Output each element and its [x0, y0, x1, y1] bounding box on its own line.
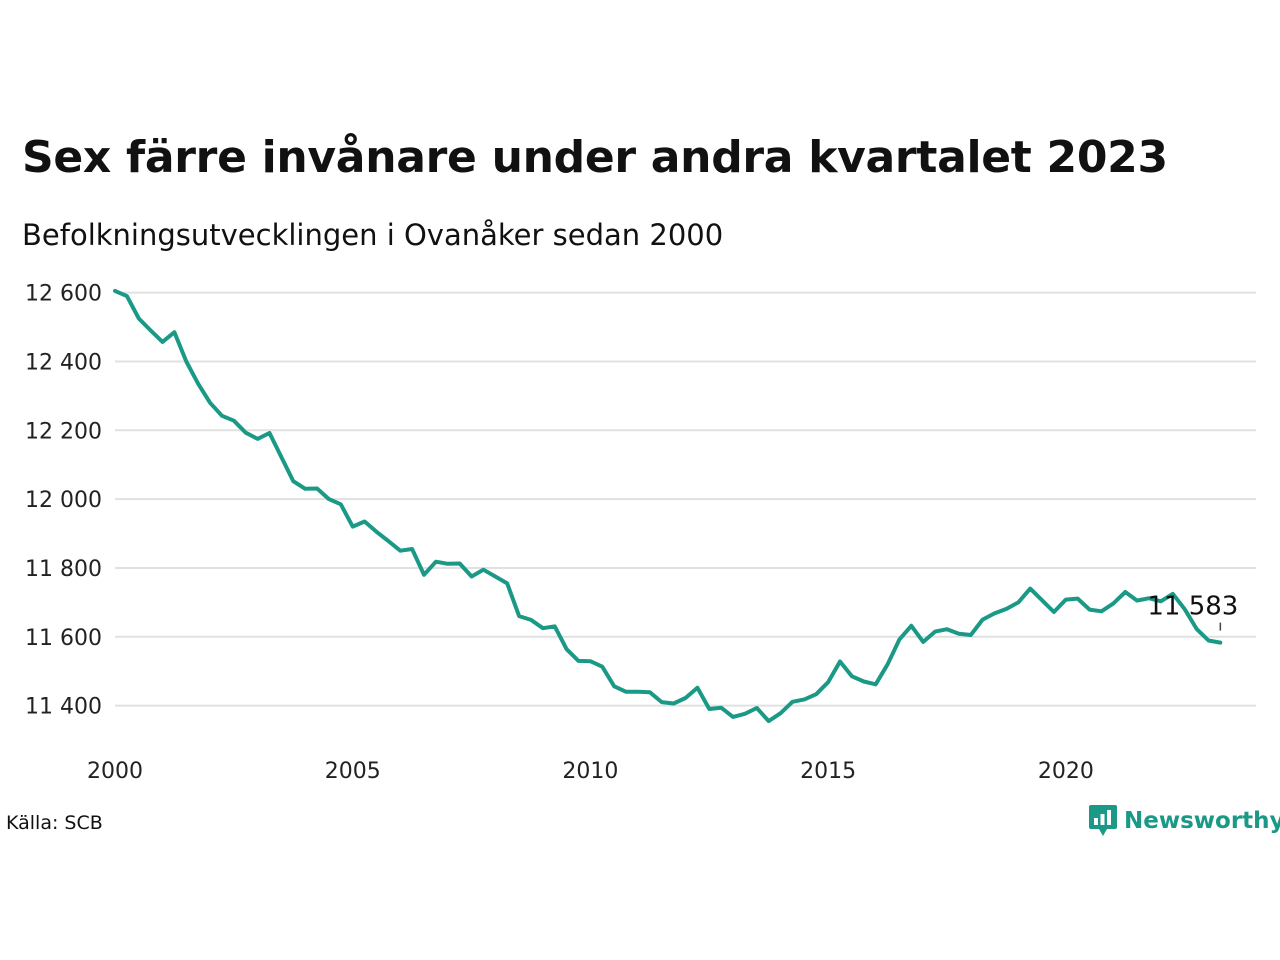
y-tick-label: 12 600: [25, 282, 102, 307]
x-tick-label: 2005: [325, 759, 381, 784]
chart-title: Sex färre invånare under andra kvartalet…: [22, 132, 1168, 183]
annotation-label: 11 583: [1147, 592, 1238, 622]
x-tick-label: 2010: [562, 759, 618, 784]
grid-lines: [115, 291, 1256, 707]
y-tick-label: 11 400: [25, 695, 102, 720]
newsworthy-chart-bubble-icon: [1089, 805, 1117, 836]
x-tick-label: 2020: [1038, 759, 1094, 784]
y-tick-label: 12 000: [25, 488, 102, 513]
x-axis-tick-labels: 2000 2005 2010 2015 2020: [87, 759, 1094, 784]
series-line: [113, 288, 1223, 724]
y-axis-tick-labels: 11 400 11 600 11 800 12 000 12 200 12 400 12 6…: [25, 282, 102, 720]
source-note: Källa: SCB: [6, 812, 103, 834]
brand-logo: Newsworthy: [1088, 804, 1280, 838]
chart-subtitle: Befolkningsutvecklingen i Ovanåker sedan…: [22, 218, 724, 252]
x-tick-label: 2000: [87, 759, 143, 784]
y-tick-label: 12 200: [25, 419, 102, 444]
y-tick-label: 11 600: [25, 626, 102, 651]
y-tick-label: 12 400: [25, 350, 102, 375]
x-tick-label: 2015: [800, 759, 856, 784]
series-group: [113, 288, 1223, 724]
y-tick-label: 11 800: [25, 557, 102, 582]
last-value-annotation: 11 583: [1147, 592, 1238, 631]
brand-name: Newsworthy: [1124, 808, 1280, 834]
